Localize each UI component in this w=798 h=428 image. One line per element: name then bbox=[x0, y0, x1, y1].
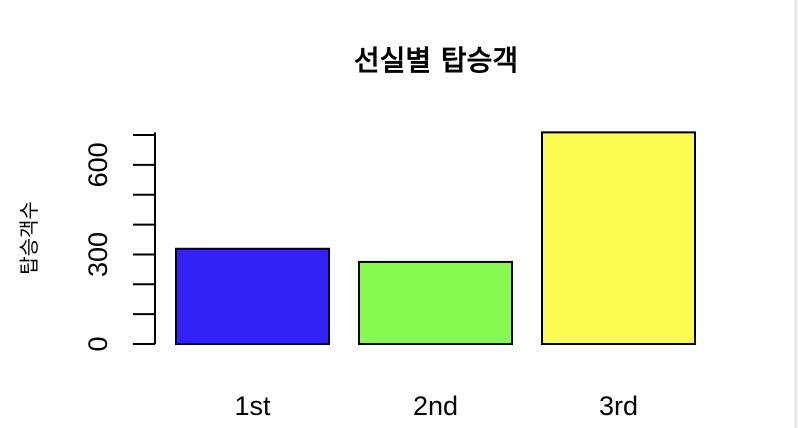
right-edge-rule bbox=[794, 0, 798, 428]
y-axis: 0 300 600 bbox=[83, 132, 156, 352]
y-tick-label: 300 bbox=[83, 232, 113, 277]
chart-title: 선실별 탑승객 bbox=[354, 44, 518, 77]
category-labels: 1st 2nd 3rd bbox=[234, 391, 638, 421]
category-label: 1st bbox=[234, 391, 271, 421]
bar-2nd bbox=[358, 260, 513, 346]
y-axis-label: 탑승객수 bbox=[17, 201, 41, 275]
category-label: 2nd bbox=[413, 391, 458, 421]
y-tick-label: 0 bbox=[83, 336, 113, 351]
category-label: 3rd bbox=[599, 391, 638, 421]
y-tick-label: 600 bbox=[83, 142, 113, 187]
bar-3rd bbox=[541, 131, 696, 345]
bars-group bbox=[175, 131, 696, 346]
bar-1st bbox=[175, 247, 330, 345]
